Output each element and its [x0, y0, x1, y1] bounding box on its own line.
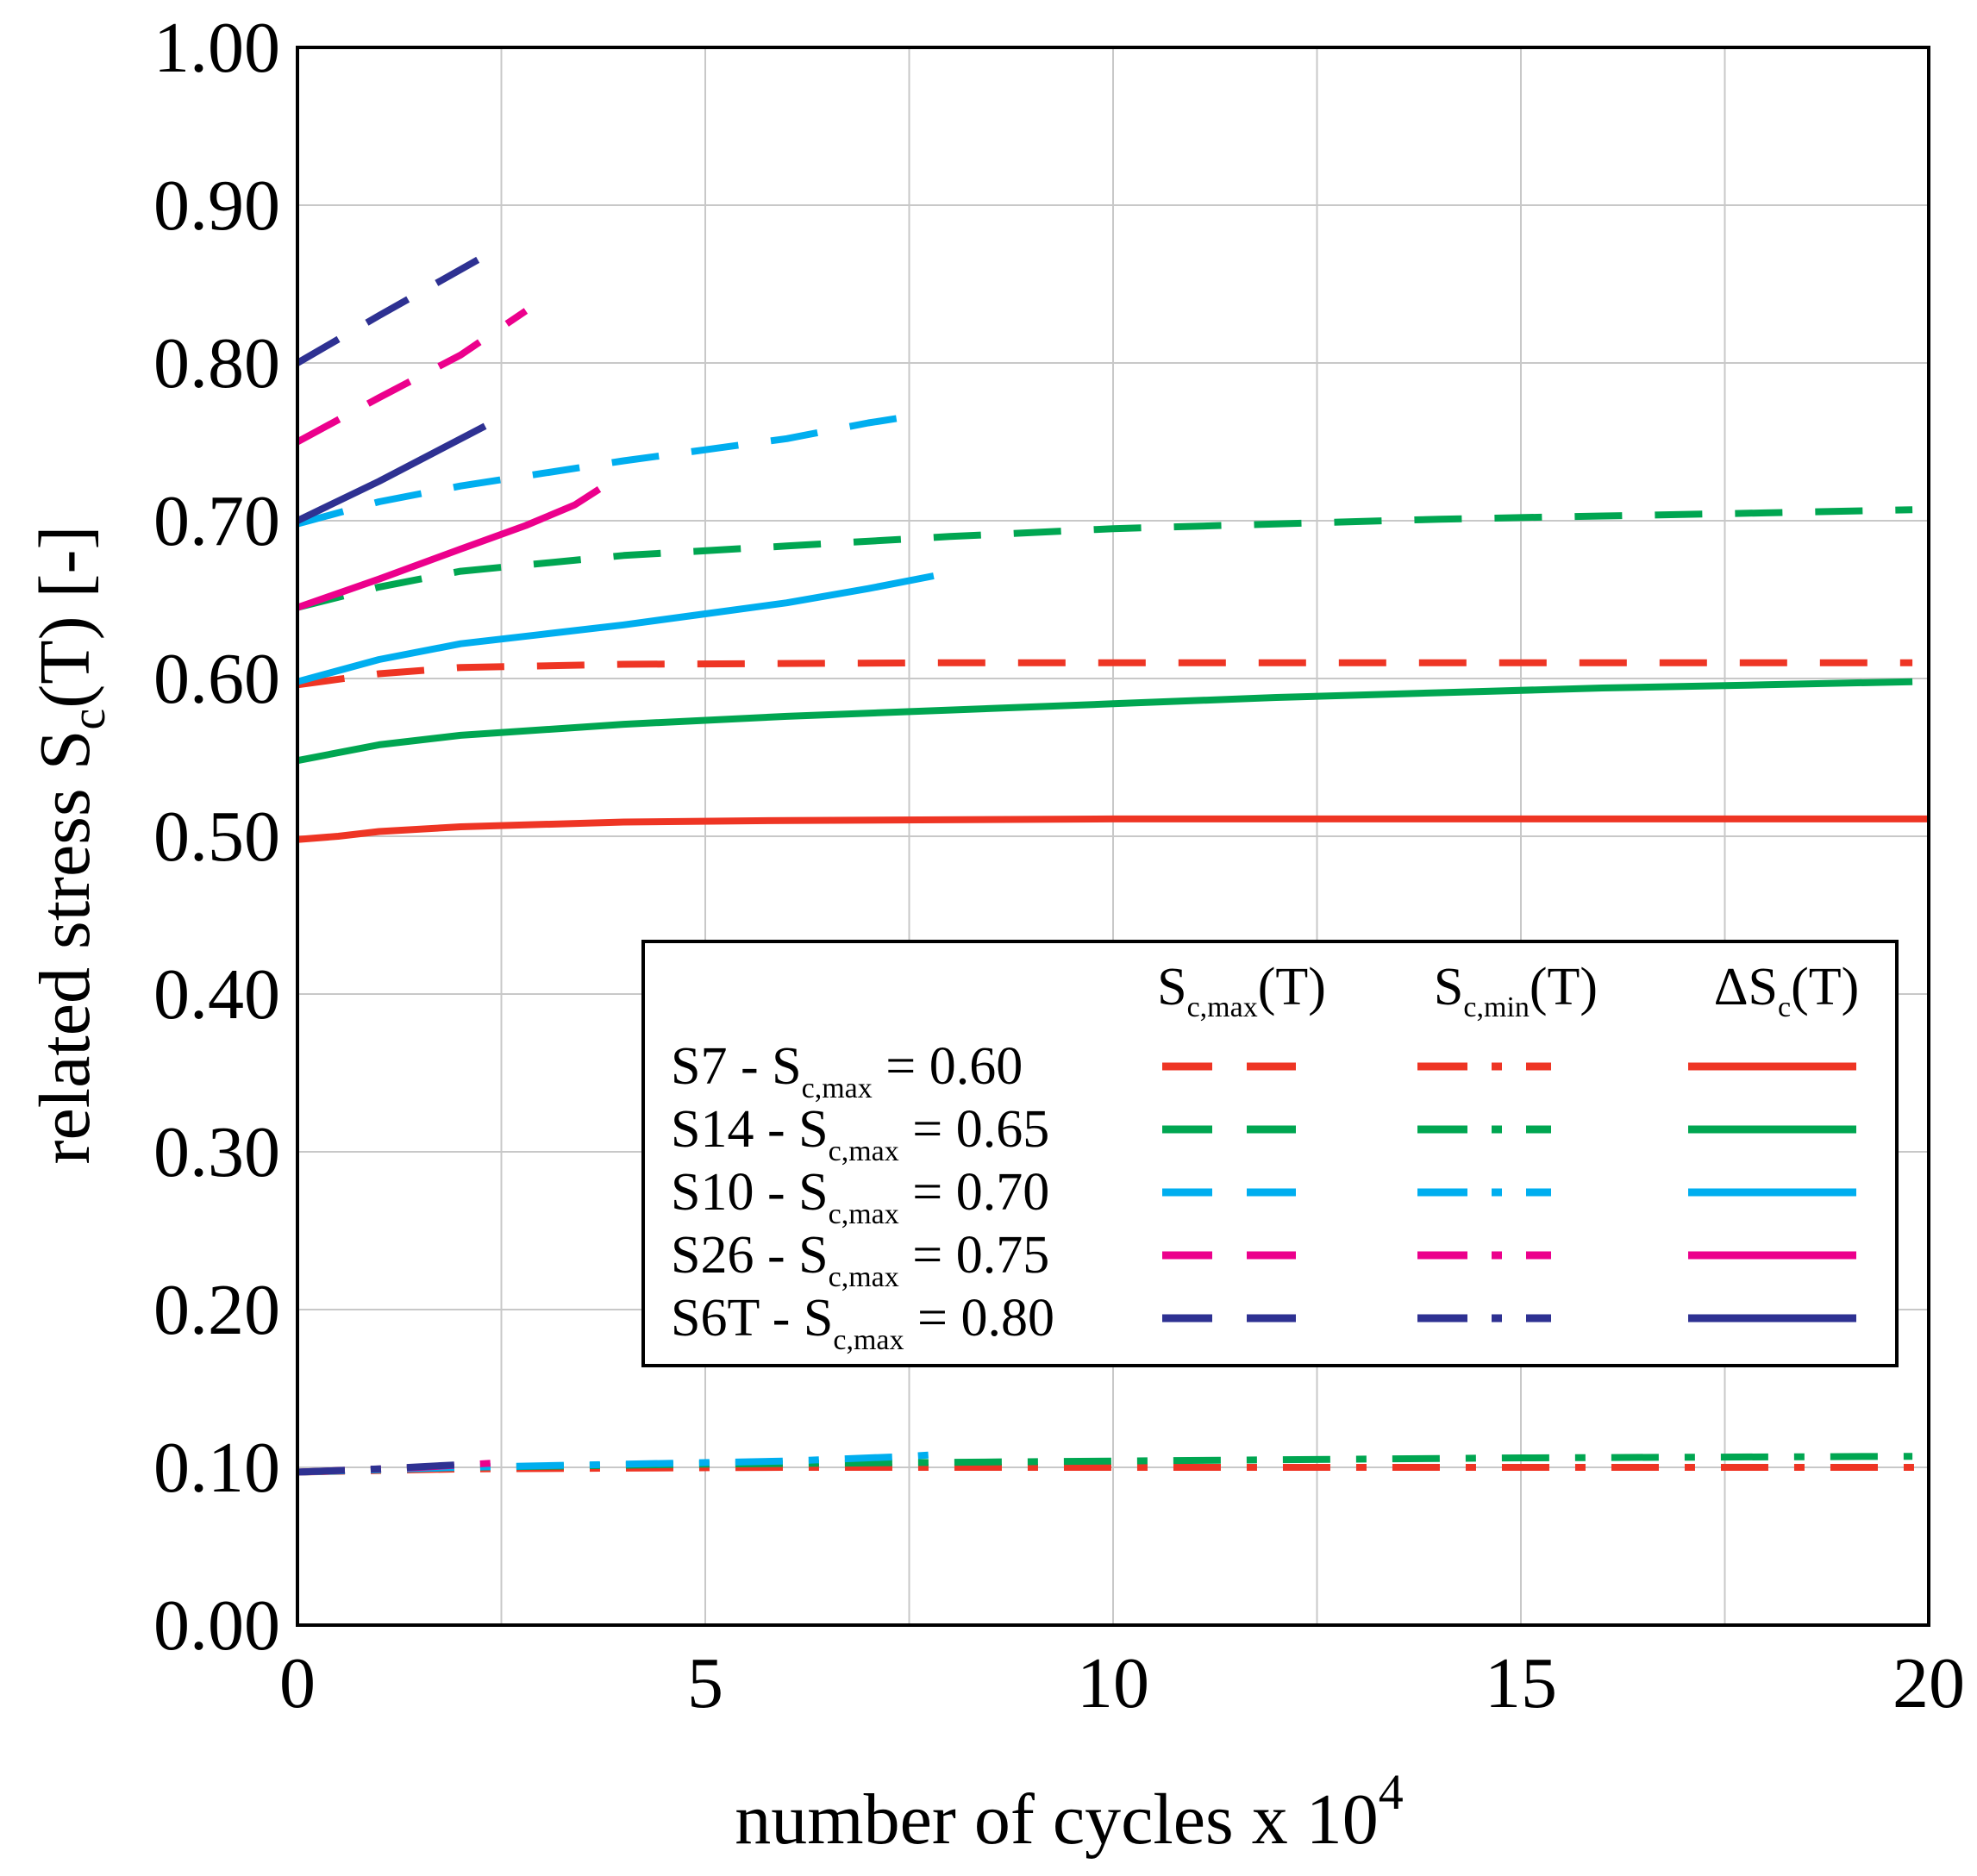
- y-tick-label: 1.00: [153, 8, 280, 88]
- y-axis-label-subscript: c: [62, 709, 116, 730]
- series-s6t: [295, 253, 487, 1476]
- y-axis-label-prefix: related stress S: [25, 730, 105, 1165]
- legend-header-solid: ΔSc(T): [1714, 958, 1860, 1023]
- line-s6t-delta: [296, 422, 487, 524]
- line-s10-delta: [296, 572, 935, 685]
- legend-headers: Sc,max(T) Sc,min(T) ΔSc(T): [1157, 958, 1859, 1023]
- x-tick-label: 20: [1893, 1643, 1965, 1723]
- line-s26-delta: [296, 486, 602, 611]
- legend-label-s26: S26 - Sc,max = 0.75: [671, 1226, 1049, 1293]
- line-s10-s-max: [296, 413, 910, 528]
- x-tick-label: 0: [279, 1643, 316, 1723]
- plot-area: [296, 46, 1930, 1627]
- legend-header-dashdot: Sc,min(T): [1434, 958, 1598, 1023]
- x-tick-label: 5: [687, 1643, 723, 1723]
- y-tick-label: 0.40: [153, 954, 280, 1035]
- grid: [297, 47, 1930, 1626]
- line-s14-delta: [297, 678, 1913, 765]
- line-s7-delta: [297, 815, 1929, 843]
- line-s10-s-min: [297, 1451, 935, 1476]
- x-axis-label-exponent: 4: [1379, 1764, 1404, 1820]
- legend-label-s10: S10 - Sc,max = 0.70: [671, 1163, 1049, 1230]
- legend-box: [641, 940, 1899, 1367]
- x-axis-label: number of cycles x 104: [735, 1764, 1403, 1860]
- y-tick-label: 0.20: [153, 1270, 280, 1350]
- y-tick-label: 0.60: [153, 639, 280, 719]
- legend-label-s6t: S6T - Sc,max = 0.80: [671, 1289, 1054, 1356]
- y-tick-label: 0.90: [153, 166, 280, 246]
- line-s6t-s-max: [295, 253, 487, 366]
- x-tick-label: 10: [1077, 1643, 1149, 1723]
- legend-label-s14: S14 - Sc,max = 0.65: [671, 1100, 1049, 1167]
- x-axis-label-text: number of cycles x 10: [735, 1779, 1378, 1860]
- x-tick-label: 15: [1485, 1643, 1557, 1723]
- y-tick-label: 0.00: [153, 1585, 280, 1666]
- y-tick-label: 0.80: [153, 323, 280, 403]
- y-tick-label: 0.70: [153, 481, 280, 561]
- plot-series: [295, 253, 1929, 1476]
- line-s6t-s-min: [297, 1460, 469, 1476]
- y-tick-label: 0.10: [153, 1428, 280, 1508]
- y-tick-label: 0.30: [153, 1112, 280, 1192]
- legend-label-s7: S7 - Sc,max = 0.60: [671, 1037, 1023, 1104]
- line-s7-s-max: [297, 659, 1913, 689]
- axis-ticks: 0 5 10 15 20 0.00 0.10 0.20 0.30 0.40 0.50 0.60 0.70…: [153, 8, 1965, 1723]
- line-s26-s-max: [296, 308, 529, 446]
- legend: Sc,max(T) Sc,min(T) ΔSc(T) S7 - Sc,max = 0…: [641, 940, 1899, 1367]
- series-s26: [296, 308, 602, 1476]
- y-axis-label: related stress Sc(T) [-]: [25, 526, 116, 1165]
- line-s14-s-max: [297, 506, 1913, 611]
- y-axis-label-suffix: (T) [-]: [25, 526, 105, 709]
- y-tick-label: 0.50: [153, 797, 280, 877]
- legend-header-dashed: Sc,max(T): [1157, 958, 1326, 1023]
